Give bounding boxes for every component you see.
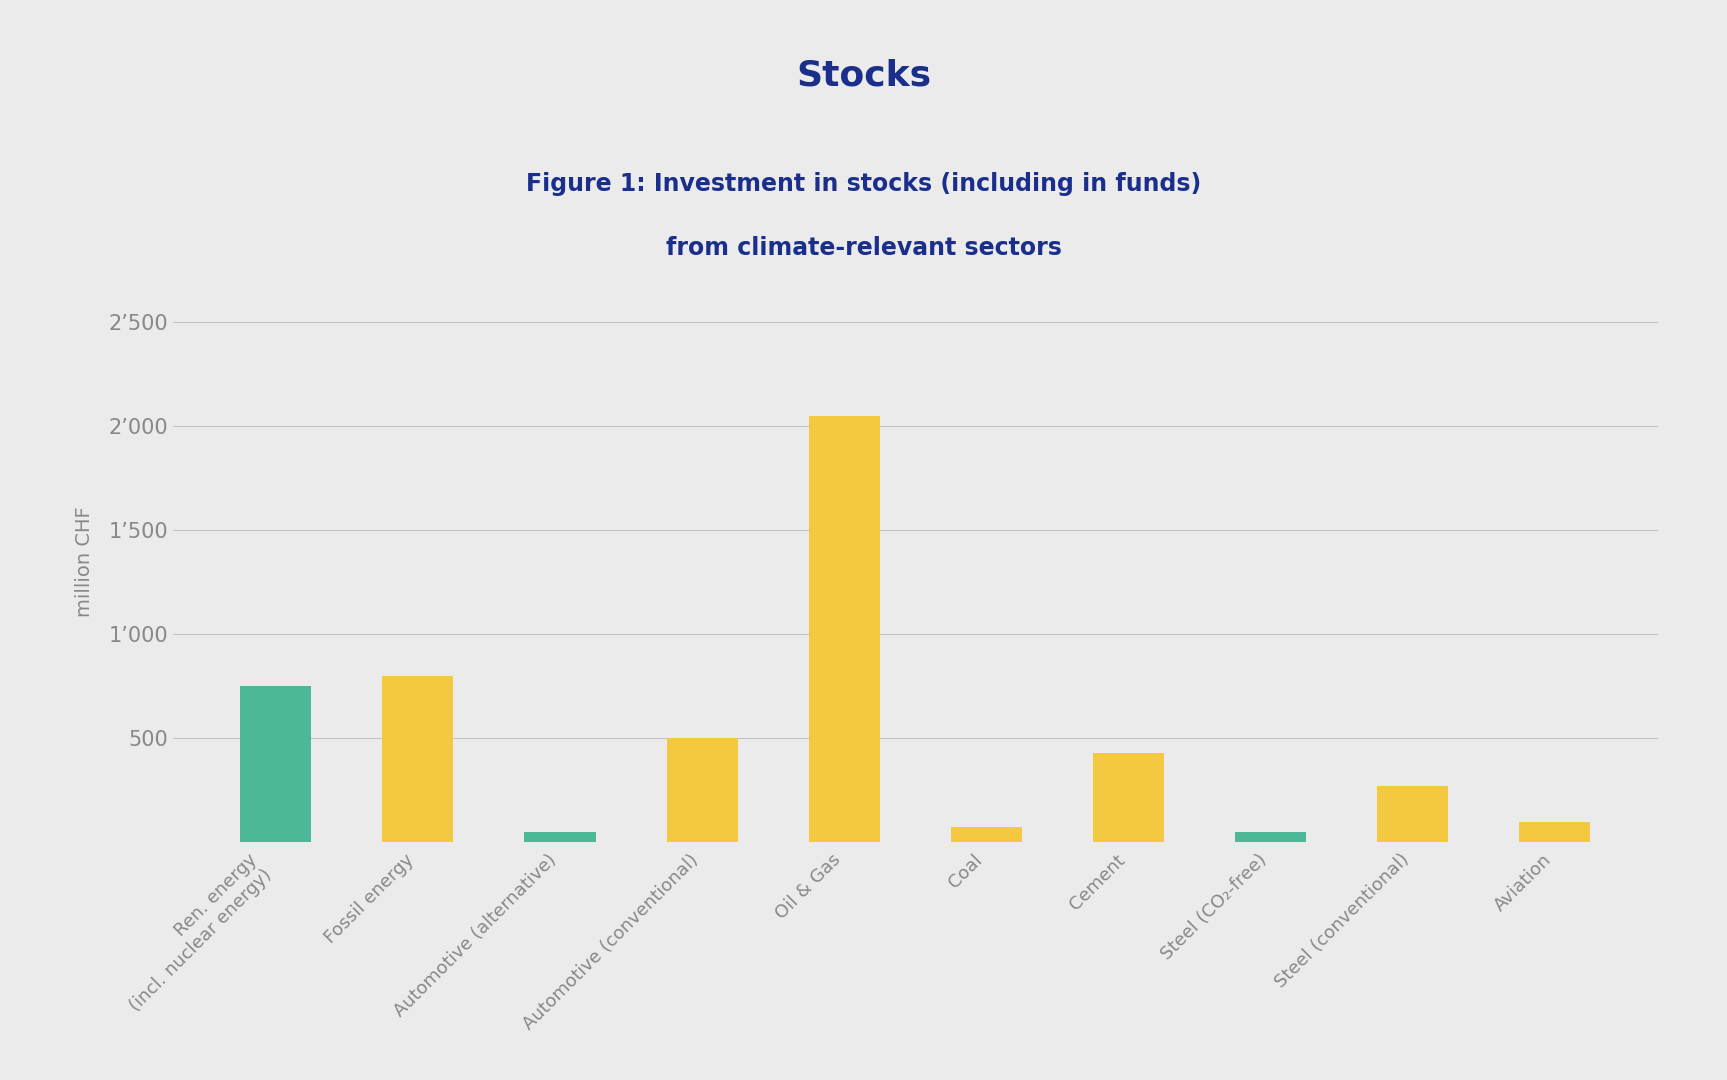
Text: Stocks: Stocks [796, 58, 931, 93]
Bar [240, 687, 311, 842]
Text: from climate-relevant sectors: from climate-relevant sectors [665, 237, 1062, 260]
Bar [808, 416, 879, 842]
Bar [667, 739, 737, 842]
Bar [952, 827, 1022, 842]
Text: Figure 1: Investment in stocks (including in funds): Figure 1: Investment in stocks (includin… [527, 172, 1200, 195]
Bar [1235, 832, 1306, 842]
Y-axis label: million CHF: million CHF [76, 507, 95, 617]
Bar [1520, 822, 1591, 842]
Bar [382, 676, 454, 842]
Bar [525, 832, 596, 842]
Bar [1376, 786, 1449, 842]
Bar [1093, 753, 1164, 842]
